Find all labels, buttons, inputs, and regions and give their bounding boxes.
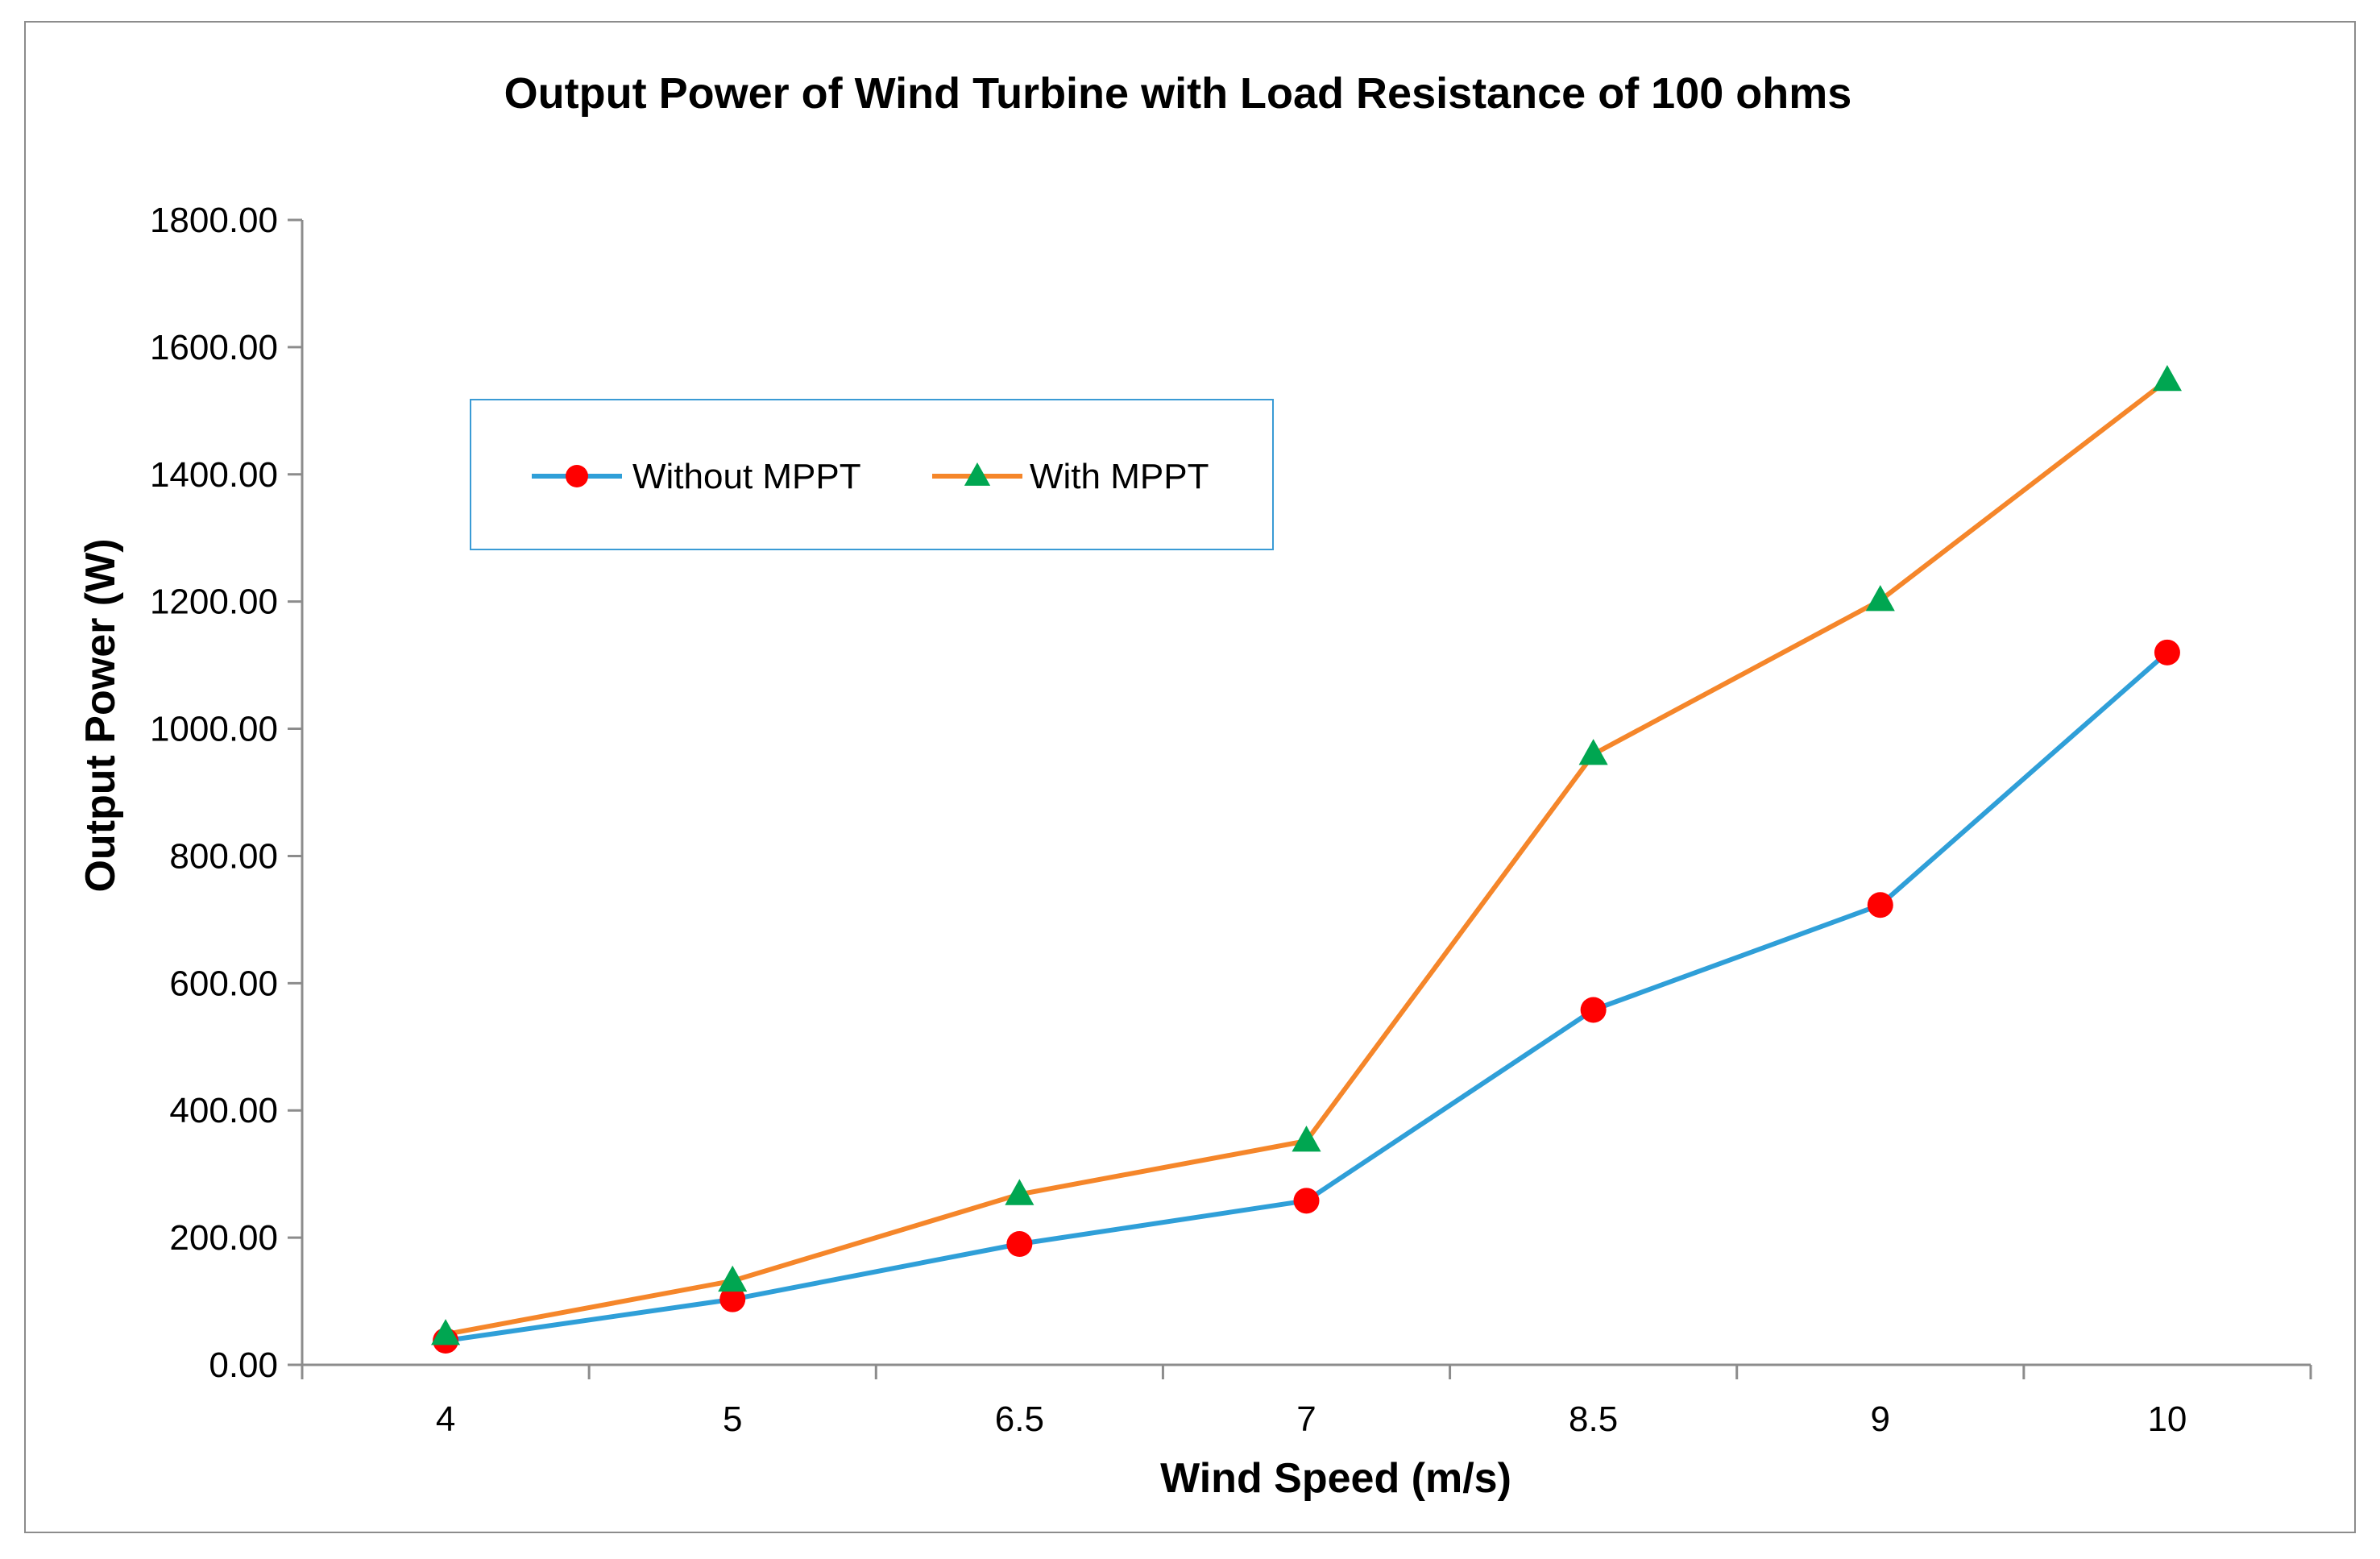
x-tick-label: 7 [1296,1399,1316,1439]
chart-frame: Output Power of Wind Turbine with Load R… [24,21,2356,1533]
data-point-with-mppt [718,1265,748,1292]
series-line-without-mppt [445,650,2169,1343]
y-tick-label: 400.00 [169,1091,278,1130]
data-point-with-mppt [1865,585,1895,612]
y-tick-label: 1600.00 [150,328,278,367]
x-axis-label: Wind Speed (m/s) [1160,1455,1511,1502]
x-tick-label: 5 [723,1399,742,1439]
axes [288,218,2312,1379]
y-tick-label: 1400.00 [150,455,278,495]
data-point-with-mppt [431,1319,461,1345]
chart-title: Output Power of Wind Turbine with Load R… [504,69,1852,118]
y-axis-label: Output Power (W) [77,538,124,892]
legend-label-with-mppt: With MPPT [1030,457,1209,496]
y-tick-label: 800.00 [169,836,278,876]
data-point-without-mppt [1867,892,1893,918]
data-point-with-mppt [2152,364,2182,392]
data-point-with-mppt [1292,1126,1321,1152]
data-point-without-mppt [1006,1231,1033,1258]
legend-label-without-mppt: Without MPPT [632,457,861,496]
y-tick-label: 1800.00 [150,201,278,240]
y-tick-label: 600.00 [169,964,278,1003]
y-tick-label: 200.00 [169,1218,278,1258]
x-tick-label: 4 [436,1399,455,1439]
y-tick-label: 1200.00 [150,583,278,622]
data-point-without-mppt [2154,639,2180,665]
y-tick-label: 0.00 [209,1345,278,1385]
line-chart: Output Power of Wind Turbine with Load R… [77,69,2312,1502]
x-tick-label: 8.5 [1569,1399,1618,1439]
x-tick-label: 10 [2147,1399,2187,1439]
y-tick-label: 1000.00 [150,710,278,749]
data-point-without-mppt [1293,1188,1320,1214]
data-point-with-mppt [1005,1179,1035,1205]
legend-marker-triangle [964,462,991,486]
tick-labels: 0.00 200.00 400.00 600.00 800.00 1000.00 1200.… [150,201,2187,1439]
x-tick-label: 6.5 [995,1399,1044,1439]
data-point-without-mppt [719,1286,746,1312]
data-point-without-mppt [1580,997,1607,1023]
legend-marker-circle [566,465,588,487]
legend: Without MPPT With MPPT [470,399,1274,550]
series-markers [431,364,2182,1354]
data-point-with-mppt [1578,739,1608,765]
x-tick-label: 9 [1871,1399,1890,1439]
